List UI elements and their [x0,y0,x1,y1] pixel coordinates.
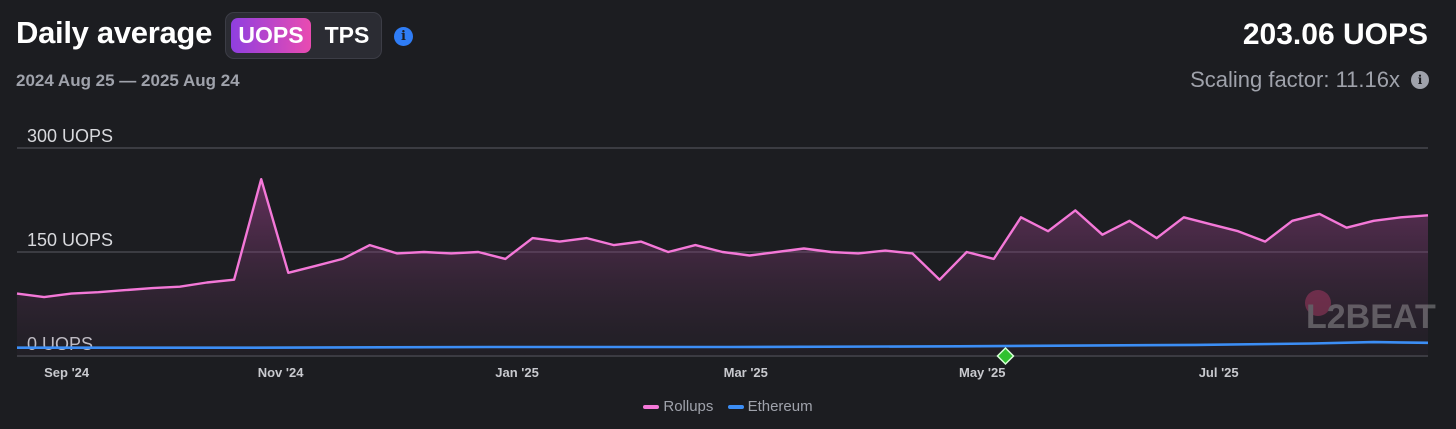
ethereum-swatch [727,404,744,409]
l2beat-watermark: L2BEAT [1305,290,1436,336]
legend-label-rollups: Rollups [663,397,714,415]
current-value: 203.06 UOPS [1242,18,1428,51]
y-tick-label: 300 UOPS [27,126,113,146]
scaling-factor: Scaling factor: 11.16x [1190,67,1400,92]
chart-legend: Rollups Ethereum [0,397,1456,415]
x-tick-label: Jan '25 [495,365,539,380]
metric-toggle[interactable]: UOPS TPS [225,12,382,59]
rollups-swatch [643,404,660,409]
legend-item-ethereum[interactable]: Ethereum [727,397,813,415]
x-tick-label: Sep '24 [44,365,90,380]
ethereum-series-line [17,340,1429,349]
x-tick-label: Jul '25 [1199,365,1239,380]
legend-label-ethereum: Ethereum [747,397,813,415]
uops-toggle-button[interactable]: UOPS [231,18,311,53]
x-tick-label: May '25 [959,365,1005,380]
rollups-series-line [16,178,1429,299]
legend-item-rollups[interactable]: Rollups [643,398,713,415]
info-icon[interactable]: i [394,27,413,46]
tps-toggle-button[interactable]: TPS [324,22,370,48]
x-tick-label: Nov '24 [258,365,304,380]
date-range: 2024 Aug 25 — 2025 Aug 24 [16,71,240,90]
scaling-info-icon[interactable]: i [1411,71,1429,89]
x-tick-label: Mar '25 [724,365,768,380]
chart-title: Daily average [16,15,213,50]
milestone-diamond-icon[interactable] [996,346,1015,366]
svg-text:L2BEAT: L2BEAT [1306,298,1436,336]
rollups-area [17,179,1428,356]
y-tick-label: 150 UOPS [27,230,113,250]
